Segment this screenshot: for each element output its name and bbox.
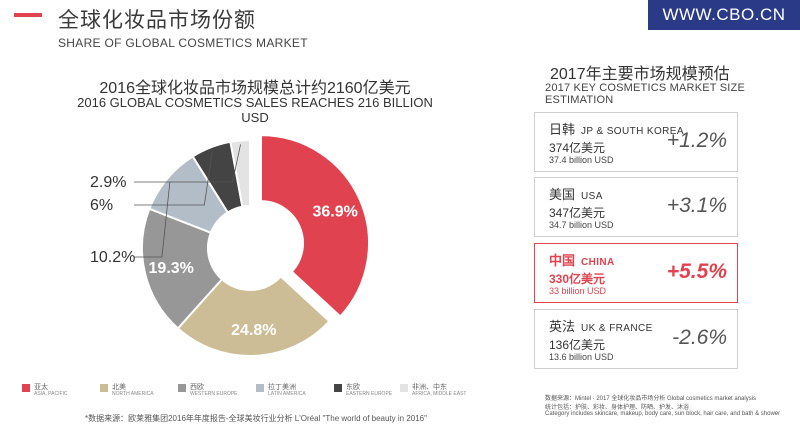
legend-label: 非洲、中东 <box>412 384 447 391</box>
region-value-en: 37.4 billion USD <box>549 155 614 165</box>
source-line: 数据来源：Mintel · 2017 全球化妆品市场分析 Global cosm… <box>545 396 757 402</box>
pie-slice <box>229 138 251 208</box>
forecast-subtitle: 2017 KEY COSMETICS MARKET SIZE ESTIMATIO… <box>545 82 745 106</box>
slice-label: 10.2% <box>90 249 135 266</box>
region-value: 330亿美元 <box>549 272 606 286</box>
region-name: 日韩 JP & SOUTH KOREA <box>549 122 684 137</box>
region-growth: +3.1% <box>666 194 727 217</box>
chart-legend: 亚太 ASIA, PACIFIC 北美 NORTH AMERICA 西欧 WESTERN … <box>22 382 482 412</box>
slice-label: 36.9% <box>313 204 358 221</box>
legend-label-en: ASIA, PACIFIC <box>34 391 68 397</box>
source-line: Category includes skincare, makeup, body… <box>545 411 781 417</box>
region-value-en: 13.6 billion USD <box>549 352 614 362</box>
pie-slice <box>141 207 224 330</box>
legend-label-en: NORTH AMERICA <box>112 391 154 397</box>
legend-label-en: WESTERN EUROPE <box>190 391 238 397</box>
legend-label: 东欧 <box>346 384 360 391</box>
region-name: 美国 USA <box>549 187 603 202</box>
region-growth: +5.5% <box>666 260 727 283</box>
legend-swatch <box>256 384 264 392</box>
region-card-china: 中国 CHINA 330亿美元 33 billion USD +5.5% <box>534 243 738 303</box>
source-line: 统计包括：护肤、彩妆、身体护理、防晒、护发、沐浴 <box>545 405 690 411</box>
pie-slice <box>176 275 331 357</box>
region-card-uk-france: 英法 UK & FRANCE 136亿美元 13.6 billion USD -2… <box>534 309 738 369</box>
region-name: 英法 UK & FRANCE <box>549 319 653 334</box>
slice-label: 24.8% <box>231 322 276 339</box>
legend-swatch <box>178 384 186 392</box>
chart-subtitle: 2016 GLOBAL COSMETICS SALES REACHES 216 … <box>77 95 433 125</box>
legend-label-en: AFRICA, MIDDLE EAST <box>412 391 467 397</box>
forecast-title: 2017年主要市场规模预估 <box>550 66 730 83</box>
region-growth: -2.6% <box>672 326 727 349</box>
region-growth: +1.2% <box>666 129 727 152</box>
slice-label: 2.9% <box>90 174 126 191</box>
legend-label: 亚太 <box>34 384 48 391</box>
brand-link[interactable]: WWW.CBO.CN <box>648 0 800 30</box>
legend-label-en: EASTERN EUROPE <box>346 391 393 397</box>
legend-swatch <box>334 384 342 392</box>
page-title: 全球化妆品市场份额 <box>58 9 256 32</box>
slice-label: 6% <box>90 197 113 214</box>
legend-swatch <box>22 384 30 392</box>
legend-label: 西欧 <box>190 384 204 391</box>
leader-line <box>134 144 241 183</box>
region-value: 374亿美元 <box>549 141 606 155</box>
region-value: 136亿美元 <box>549 338 606 352</box>
footnote: *数据来源：欧莱雅集团2016年年度报告-全球美妆行业分析 L'Oréal "T… <box>85 414 427 423</box>
region-value: 347亿美元 <box>549 206 606 220</box>
slice-label: 19.3% <box>149 260 194 277</box>
legend-label-en: LATIN AMERICA <box>268 391 306 397</box>
page-subtitle: SHARE OF GLOBAL COSMETICS MARKET <box>58 36 308 50</box>
region-name: 中国 CHINA <box>549 253 615 268</box>
legend-swatch <box>400 384 408 392</box>
region-card-usa: 美国 USA 347亿美元 34.7 billion USD +3.1% <box>534 177 738 237</box>
leader-line <box>134 150 213 206</box>
chart-title: 2016全球化妆品市场规模总计约2160亿美元 <box>99 80 411 97</box>
leader-line <box>134 181 171 258</box>
pie-slice <box>259 134 370 318</box>
legend-swatch <box>100 384 108 392</box>
region-value-en: 33 billion USD <box>549 286 607 296</box>
legend-label: 拉丁美洲 <box>268 384 296 391</box>
header-accent-bar <box>14 13 42 17</box>
region-value-en: 34.7 billion USD <box>549 220 614 230</box>
legend-label: 北美 <box>112 384 126 391</box>
region-card-jp-korea: 日韩 JP & SOUTH KOREA 374亿美元 37.4 billion U… <box>534 112 738 172</box>
